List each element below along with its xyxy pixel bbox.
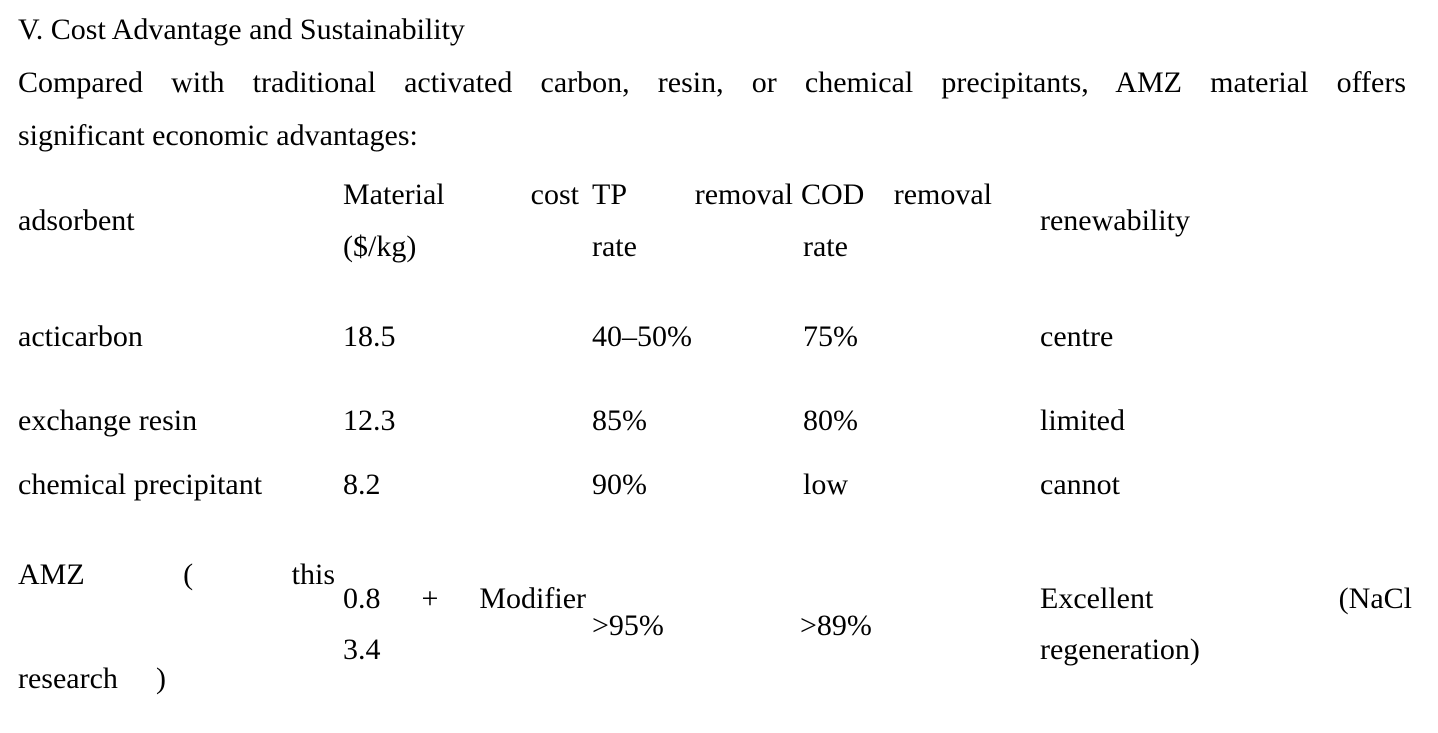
cell-adsorbent: acticarbon [18,320,143,353]
cell-renewability-line1: Excellent (NaCl [1040,582,1412,615]
section-heading: V. Cost Advantage and Sustainability [18,13,465,46]
cell-material-cost: 12.3 [343,404,396,437]
col-header-cod-removal-line2: rate [803,230,848,263]
cell-cod-removal: 80% [803,404,858,437]
col-header-cod-removal-line1: COD removal [801,178,992,211]
cell-adsorbent-line2: research ) [18,662,166,695]
col-header-renewability: renewability [1040,204,1190,237]
col-header-tp-removal-line1: TP removal [592,178,793,211]
cell-adsorbent: exchange resin [18,404,198,437]
col-header-adsorbent: adsorbent [18,204,135,237]
cell-tp-removal: 40–50% [592,320,692,353]
col-header-tp-removal-line2: rate [592,230,637,263]
cell-tp-removal: 90% [592,468,647,501]
cell-material-cost: 8.2 [343,468,381,501]
cell-cod-removal: 75% [803,320,858,353]
cell-tp-removal: 85% [592,404,647,437]
intro-line-2: significant economic advantages: [18,119,418,152]
cell-cod-removal: low [803,468,848,501]
cell-renewability: limited [1040,404,1125,437]
col-header-material-cost-line1: Material cost [343,178,579,211]
intro-line-1: Compared with traditional activated carb… [18,66,1406,99]
cell-material-cost: 18.5 [343,320,396,353]
cell-renewability: cannot [1040,468,1120,501]
cell-renewability: centre [1040,320,1114,353]
cell-cod-removal: >89% [800,609,872,642]
cell-adsorbent: chemical precipitant [18,468,263,501]
cell-material-cost-line1: 0.8 + Modifier [343,582,586,615]
cell-material-cost-line2: 3.4 [343,633,381,666]
col-header-material-cost-line2: ($/kg) [343,230,417,263]
cell-adsorbent-line1: AMZ ( this [18,558,335,591]
cell-renewability-line2: regeneration) [1040,633,1200,666]
cell-tp-removal: >95% [592,609,664,642]
